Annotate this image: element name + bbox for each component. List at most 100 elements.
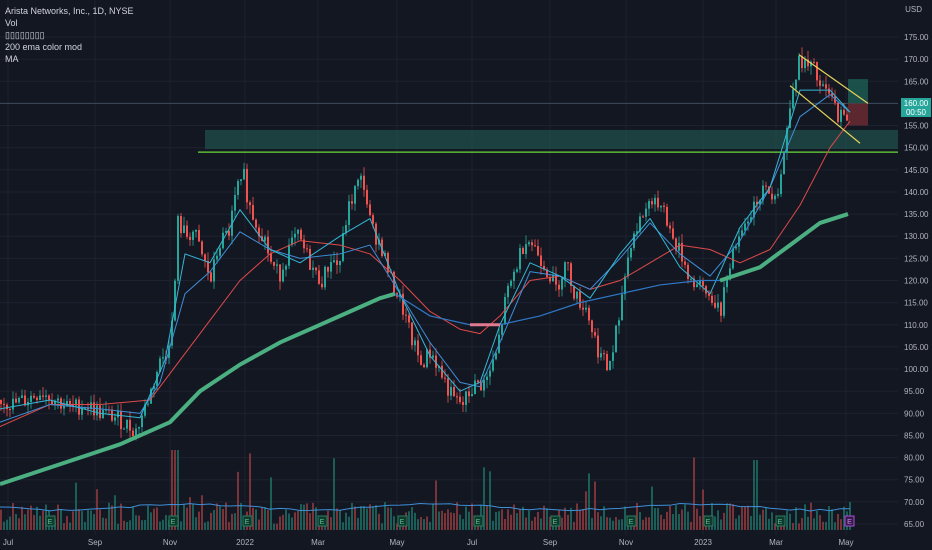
- candle: [771, 186, 773, 205]
- candle: [429, 342, 431, 364]
- candle-body: [237, 181, 239, 195]
- candle-body: [294, 233, 296, 238]
- candle-body: [60, 398, 62, 409]
- candle-body: [6, 404, 8, 410]
- volume-bar: [441, 510, 443, 530]
- volume-bar: [174, 450, 176, 530]
- candle: [411, 322, 413, 350]
- candle: [336, 252, 338, 274]
- volume-bar: [732, 504, 734, 530]
- volume-bar: [426, 516, 428, 530]
- candle: [300, 227, 302, 241]
- volume-bar: [159, 521, 161, 530]
- candle: [237, 178, 239, 200]
- price-tag-countdown: 00:50: [905, 108, 927, 117]
- volume-bar: [453, 513, 455, 530]
- gridlines: [0, 0, 898, 535]
- volume-bar: [531, 520, 533, 530]
- candle: [606, 350, 608, 372]
- volume-bar: [228, 522, 230, 530]
- candle: [282, 262, 284, 283]
- price-axis-tick-label: 70.00: [904, 498, 925, 507]
- candle: [471, 387, 473, 397]
- volume-bar: [699, 516, 701, 530]
- price-axis-tick-label: 130.00: [904, 232, 929, 241]
- time-axis-tick-label: Sep: [88, 538, 103, 547]
- candle-body: [348, 201, 350, 225]
- time-axis-tick-label: Jul: [3, 538, 13, 547]
- volume-bar: [84, 521, 86, 530]
- candle: [741, 225, 743, 237]
- candle-body: [309, 248, 311, 270]
- volume-bar: [528, 510, 530, 530]
- volume-bar: [564, 507, 566, 530]
- candle-body: [3, 403, 5, 405]
- volume-bar: [444, 513, 446, 530]
- earnings-marker: [168, 515, 179, 527]
- candle: [777, 188, 779, 199]
- candle-body: [69, 400, 71, 404]
- candle-body: [501, 324, 503, 335]
- volume-bar: [588, 473, 590, 530]
- volume-bar: [654, 508, 656, 530]
- candle: [273, 261, 275, 270]
- volume-indicator-label[interactable]: Vol: [5, 18, 18, 28]
- candle-body: [756, 201, 758, 205]
- candle: [423, 363, 425, 368]
- volume-bar: [621, 519, 623, 530]
- candle-body: [192, 231, 194, 240]
- volume-bar: [9, 516, 11, 530]
- ma-indicator-label[interactable]: MA: [5, 54, 19, 64]
- price-axis-tick-label: 175.00: [904, 33, 929, 42]
- candle: [249, 200, 251, 214]
- volume-bar: [831, 509, 833, 530]
- candle-body: [216, 255, 218, 260]
- volume-bar: [810, 502, 812, 530]
- candle-body: [0, 400, 2, 404]
- volume-bar: [141, 520, 143, 530]
- earnings-marker-upcoming-label: E: [847, 519, 852, 526]
- candle-body: [417, 340, 419, 356]
- volume-bar: [258, 519, 260, 530]
- symbol-title[interactable]: Arista Networks, Inc., 1D, NYSE: [5, 6, 134, 16]
- candle: [303, 234, 305, 254]
- candle-body: [585, 307, 587, 310]
- volume-bar: [342, 522, 344, 530]
- ema-indicator-label[interactable]: 200 ema color mod: [5, 42, 83, 52]
- candle-body: [528, 242, 530, 245]
- candle: [276, 259, 278, 274]
- indicator-glyph-label[interactable]: ▯▯▯▯▯▯▯▯: [5, 30, 45, 40]
- volume-bar: [354, 506, 356, 530]
- candle-body: [819, 80, 821, 86]
- candle: [6, 402, 8, 417]
- candle-body: [831, 93, 833, 97]
- candle: [333, 251, 335, 264]
- candle-body: [357, 179, 359, 187]
- candle-body: [639, 216, 641, 232]
- candle: [765, 181, 767, 191]
- volume-bar: [606, 517, 608, 530]
- volume-bar: [747, 505, 749, 530]
- candle-body: [648, 201, 650, 209]
- candle: [540, 247, 542, 275]
- candle: [192, 229, 194, 246]
- candle-body: [243, 168, 245, 180]
- candle-body: [723, 287, 725, 316]
- candle: [537, 239, 539, 257]
- volume-bar: [741, 507, 743, 530]
- candle: [42, 387, 44, 401]
- candle-body: [798, 56, 800, 80]
- candle-body: [204, 254, 206, 261]
- candle: [24, 389, 26, 407]
- volume-bar: [249, 453, 251, 530]
- wedge-lower-line: [789, 85, 861, 144]
- volume-bar: [495, 512, 497, 530]
- candle-body: [600, 353, 602, 358]
- volume-bar: [117, 523, 119, 530]
- candle-body: [132, 430, 134, 436]
- candle: [558, 280, 560, 297]
- volume-bar: [261, 507, 263, 530]
- volume-bar: [762, 509, 764, 530]
- candle: [330, 254, 332, 279]
